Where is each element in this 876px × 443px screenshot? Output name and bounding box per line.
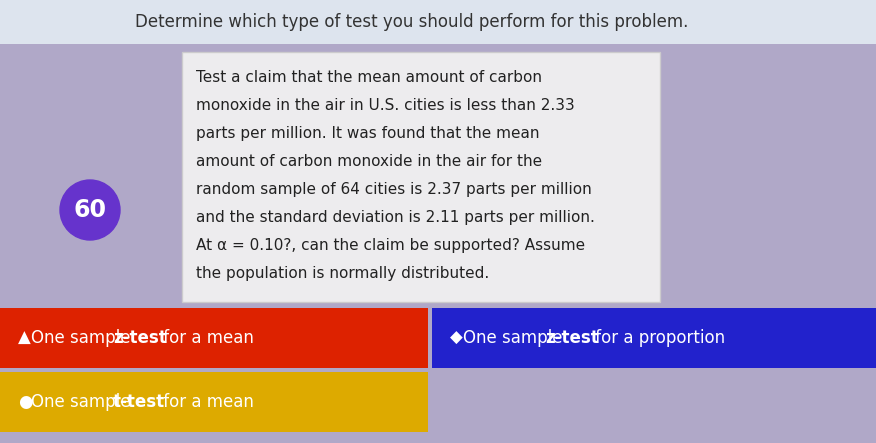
Text: amount of carbon monoxide in the air for the: amount of carbon monoxide in the air for… <box>196 154 542 169</box>
Text: ▲: ▲ <box>18 329 31 347</box>
Text: and the standard deviation is 2.11 parts per million.: and the standard deviation is 2.11 parts… <box>196 210 595 225</box>
Text: for a proportion: for a proportion <box>590 329 725 347</box>
Text: parts per million. It was found that the mean: parts per million. It was found that the… <box>196 126 540 141</box>
Text: One sample: One sample <box>32 393 136 411</box>
Text: Test a claim that the mean amount of carbon: Test a claim that the mean amount of car… <box>196 70 542 85</box>
Text: monoxide in the air in U.S. cities is less than 2.33: monoxide in the air in U.S. cities is le… <box>196 98 575 113</box>
Text: t-test: t-test <box>113 393 166 411</box>
Text: At α = 0.10?, can the claim be supported? Assume: At α = 0.10?, can the claim be supported… <box>196 238 585 253</box>
FancyBboxPatch shape <box>0 0 876 44</box>
FancyBboxPatch shape <box>0 308 428 368</box>
FancyBboxPatch shape <box>432 308 876 368</box>
Text: 60: 60 <box>74 198 107 222</box>
Text: for a mean: for a mean <box>158 393 254 411</box>
FancyBboxPatch shape <box>0 372 428 432</box>
Text: One sample: One sample <box>32 329 136 347</box>
Circle shape <box>60 180 120 240</box>
Text: random sample of 64 cities is 2.37 parts per million: random sample of 64 cities is 2.37 parts… <box>196 182 592 197</box>
Text: for a mean: for a mean <box>158 329 254 347</box>
Text: the population is normally distributed.: the population is normally distributed. <box>196 266 490 281</box>
FancyBboxPatch shape <box>182 52 660 302</box>
Text: z-test: z-test <box>545 329 599 347</box>
Text: z-test: z-test <box>113 329 167 347</box>
Text: One sample: One sample <box>463 329 569 347</box>
Text: ◆: ◆ <box>450 329 463 347</box>
Text: Determine which type of test you should perform for this problem.: Determine which type of test you should … <box>135 13 689 31</box>
Text: ●: ● <box>18 393 32 411</box>
